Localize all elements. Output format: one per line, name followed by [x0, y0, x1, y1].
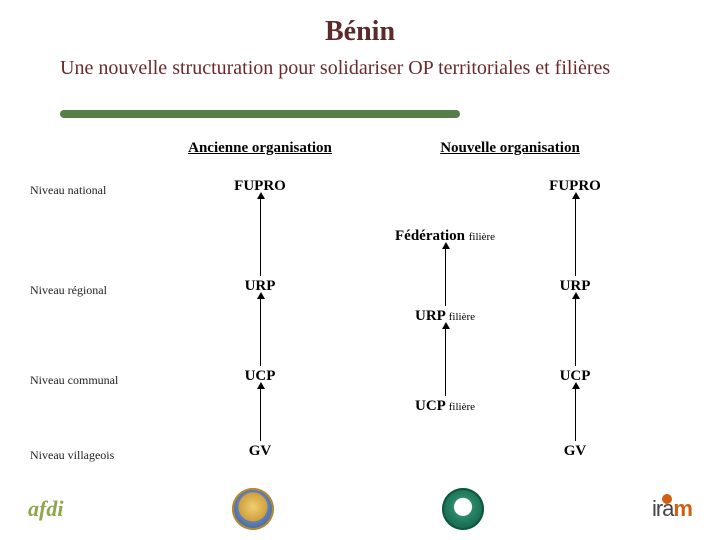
accent-bar	[60, 110, 460, 118]
node-old-gv: GV	[180, 443, 340, 460]
node-new-ucpf: UCP filière	[365, 398, 525, 415]
arrow	[260, 388, 261, 441]
col-header-old: Ancienne organisation	[180, 140, 340, 157]
page-title: Bénin	[0, 16, 720, 48]
row-label: Niveau communal	[30, 373, 160, 388]
logo-afdi: afdi	[28, 496, 63, 522]
logo-iram: iram	[652, 496, 692, 522]
row-label: Niveau villageois	[30, 448, 160, 463]
logo-iram-suffix: m	[673, 496, 692, 521]
arrow	[575, 388, 576, 441]
arrow	[575, 198, 576, 276]
logo-afdi-text: afdi	[28, 496, 63, 521]
slide: Bénin Une nouvelle structuration pour so…	[0, 0, 720, 540]
page-subtitle: Une nouvelle structuration pour solidari…	[60, 56, 660, 81]
arrow	[260, 198, 261, 276]
col-header-new: Nouvelle organisation	[420, 140, 600, 157]
arrow	[445, 328, 446, 396]
logo-seal-2	[442, 488, 484, 530]
dot-icon	[662, 494, 672, 504]
logo-seal-1	[232, 488, 274, 530]
arrow	[260, 298, 261, 366]
arrow	[575, 298, 576, 366]
arrow	[445, 248, 446, 306]
node-new-gv: GV	[495, 443, 655, 460]
footer-logos: afdi iram	[0, 488, 720, 530]
org-diagram: Ancienne organisation Nouvelle organisati…	[30, 128, 690, 478]
row-label: Niveau régional	[30, 283, 160, 298]
row-label: Niveau national	[30, 183, 160, 198]
